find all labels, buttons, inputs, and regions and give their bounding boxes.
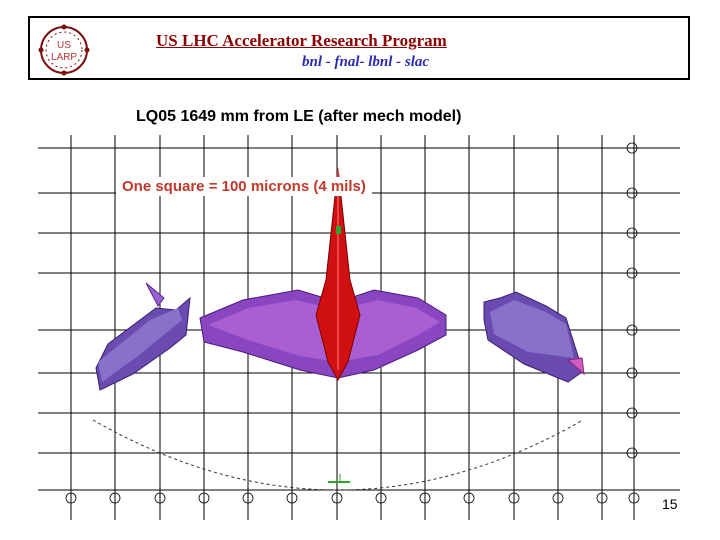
left-ridge: [95, 282, 191, 391]
logo-text-us: US: [57, 40, 71, 51]
bottom-marker: [328, 474, 350, 483]
bottom-axis-markers: [65, 492, 640, 504]
red-peak: [315, 167, 361, 382]
slide-title: LQ05 1649 mm from LE (after mech model): [136, 108, 462, 125]
right-ridge: [483, 291, 585, 383]
header-title: US LHC Accelerator Research Program: [156, 31, 447, 50]
header-subtitle: bnl - fnal- lbnl - slac: [302, 54, 430, 70]
profile-plot: [38, 135, 680, 520]
reference-arc: [92, 419, 584, 491]
scale-annotation: One square = 100 microns (4 mils): [116, 177, 372, 196]
us-larp-logo: US LARP: [38, 24, 90, 76]
header-banner: US LARP US LHC Accelerator Research Prog…: [28, 16, 690, 80]
right-axis-markers: [626, 142, 638, 459]
logo-text-larp: LARP: [51, 52, 77, 63]
page-number: 15: [662, 496, 678, 512]
